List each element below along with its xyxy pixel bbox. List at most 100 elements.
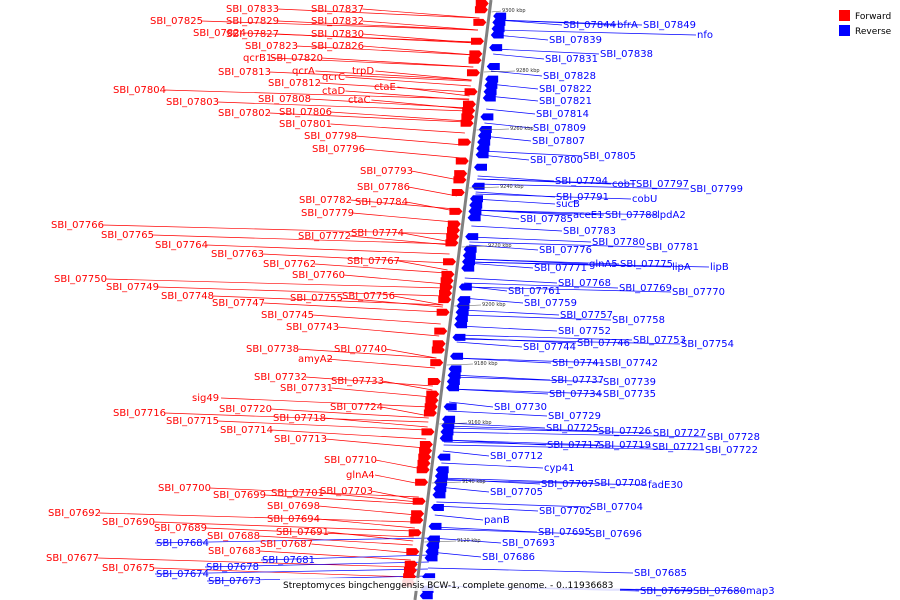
forward-gene-label: SBI_07824: [193, 28, 246, 39]
reverse-gene-arrow: [467, 214, 481, 222]
reverse-connector: [474, 198, 556, 205]
reverse-gene-arrow: [482, 94, 496, 102]
forward-gene-label: SBI_07803: [166, 97, 219, 108]
forward-gene-arrow: [432, 340, 446, 348]
forward-gene-label: SBI_07749: [106, 282, 159, 293]
reverse-gene-arrow: [454, 315, 468, 322]
forward-gene-label: SBI_07692: [48, 508, 101, 519]
reverse-gene-label: SBI_07727: [653, 428, 706, 439]
reverse-gene-arrow: [493, 12, 507, 20]
reverse-gene-label: nfo: [697, 30, 713, 41]
forward-gene-label: SBI_07774: [351, 228, 404, 239]
reverse-gene-label: lipB: [710, 262, 729, 273]
forward-connector: [201, 20, 478, 31]
forward-gene-arrow: [464, 88, 478, 96]
reverse-gene-arrow: [446, 378, 460, 385]
reverse-connector: [473, 209, 657, 216]
reverse-connector: [432, 528, 589, 535]
reverse-gene-arrow: [447, 371, 461, 379]
legend-forward-swatch: [839, 10, 850, 21]
reverse-gene-label: SBI_07809: [533, 123, 586, 134]
forward-gene-arrow: [412, 497, 426, 505]
reverse-connector: [497, 19, 563, 26]
reverse-connector: [433, 526, 538, 533]
reverse-gene-label: SBI_07828: [543, 71, 596, 82]
tick-mark: [469, 186, 500, 189]
forward-gene-label: trpD: [352, 66, 374, 77]
forward-gene-label: SBI_07782: [299, 195, 352, 206]
forward-gene-label: SBI_07683: [208, 546, 261, 557]
axis-ticks: 9300 kbp 9280 kbp 9260 kbp 9240 kbp 9220 kbp…: [424, 8, 540, 544]
reverse-gene-label: SBI_07831: [545, 54, 598, 65]
reverse-gene-arrow: [458, 283, 472, 291]
forward-gene-label: SBI_07745: [261, 310, 314, 321]
reverse-gene-arrow: [437, 453, 451, 461]
forward-gene-arrow: [475, 0, 489, 7]
reverse-gene-arrow: [490, 31, 504, 39]
forward-gene-arrow: [424, 403, 438, 411]
forward-gene-label: SBI_07689: [154, 523, 207, 534]
reverse-gene-arrow: [452, 333, 466, 341]
forward-connector: [325, 438, 426, 449]
reverse-connector: [435, 505, 539, 512]
reverse-gene-arrow: [454, 321, 468, 329]
reverse-gene-arrow: [434, 478, 448, 486]
forward-gene-arrow: [449, 207, 463, 215]
genome-axis: [413, 0, 493, 600]
forward-connector: [311, 543, 412, 554]
forward-connector: [362, 8, 480, 19]
reverse-gene-label: SBI_07794: [555, 176, 608, 187]
forward-gene-label: SBI_07690: [102, 517, 155, 528]
reverse-gene-label: SBI_07744: [523, 342, 576, 353]
forward-gene-arrow: [455, 157, 469, 165]
forward-gene-label: SBI_07703: [320, 486, 373, 497]
forward-connector: [393, 295, 444, 306]
forward-gene-label: SBI_07767: [347, 256, 400, 267]
forward-connector: [398, 260, 448, 271]
reverse-connector: [475, 193, 632, 200]
reverse-gene-arrow: [462, 258, 476, 266]
reverse-gene-label: SBI_07758: [612, 315, 665, 326]
reverse-gene-label: SBI_07838: [600, 49, 653, 60]
forward-connector: [371, 490, 419, 501]
forward-gene-arrow: [443, 258, 457, 266]
legend-forward-label: Forward: [855, 12, 891, 22]
reverse-gene-label: SBI_07679: [640, 586, 693, 597]
reverse-connector: [493, 48, 600, 55]
tick-label: 9220 kbp: [488, 243, 512, 249]
reverse-gene-arrow: [463, 245, 477, 253]
forward-gene-label: SBI_07701: [271, 488, 324, 499]
forward-gene-arrow: [462, 107, 476, 115]
forward-connector: [331, 387, 432, 398]
forward-connector: [355, 135, 464, 146]
reverse-connector: [204, 561, 429, 568]
tick-mark: [476, 128, 510, 131]
reverse-gene-label: SBI_07704: [590, 502, 643, 513]
forward-gene-label: SBI_07710: [324, 455, 377, 466]
forward-connector: [402, 232, 452, 243]
forward-connector: [381, 406, 430, 417]
reverse-connector: [443, 444, 705, 451]
forward-gene-arrow: [441, 270, 455, 278]
tick-mark: [446, 363, 474, 366]
forward-gene-label: SBI_07699: [213, 490, 266, 501]
reverse-gene-label: aceE1: [573, 210, 603, 221]
reverse-gene-label: SBI_07797: [636, 179, 689, 190]
forward-gene-label: SBI_07829: [226, 16, 279, 27]
tick-label: 9280 kbp: [516, 68, 540, 74]
forward-connector: [374, 474, 421, 485]
reverse-gene-label: SBI_07753: [633, 335, 686, 346]
reverse-connector: [463, 286, 672, 293]
reverse-gene-arrow: [491, 25, 505, 33]
reverse-gene-label: SBI_07735: [603, 389, 656, 400]
reverse-connector: [476, 183, 690, 190]
forward-connector: [209, 487, 419, 498]
reverse-gene-label: SBI_07769: [619, 283, 672, 294]
reverse-connector: [446, 425, 598, 432]
reverse-gene-arrow: [432, 491, 446, 499]
reverse-gene-arrow: [473, 163, 487, 171]
forward-connector: [318, 518, 415, 529]
reverse-gene-arrow: [457, 296, 471, 304]
forward-connector: [269, 71, 472, 82]
forward-gene-arrow: [438, 296, 452, 304]
